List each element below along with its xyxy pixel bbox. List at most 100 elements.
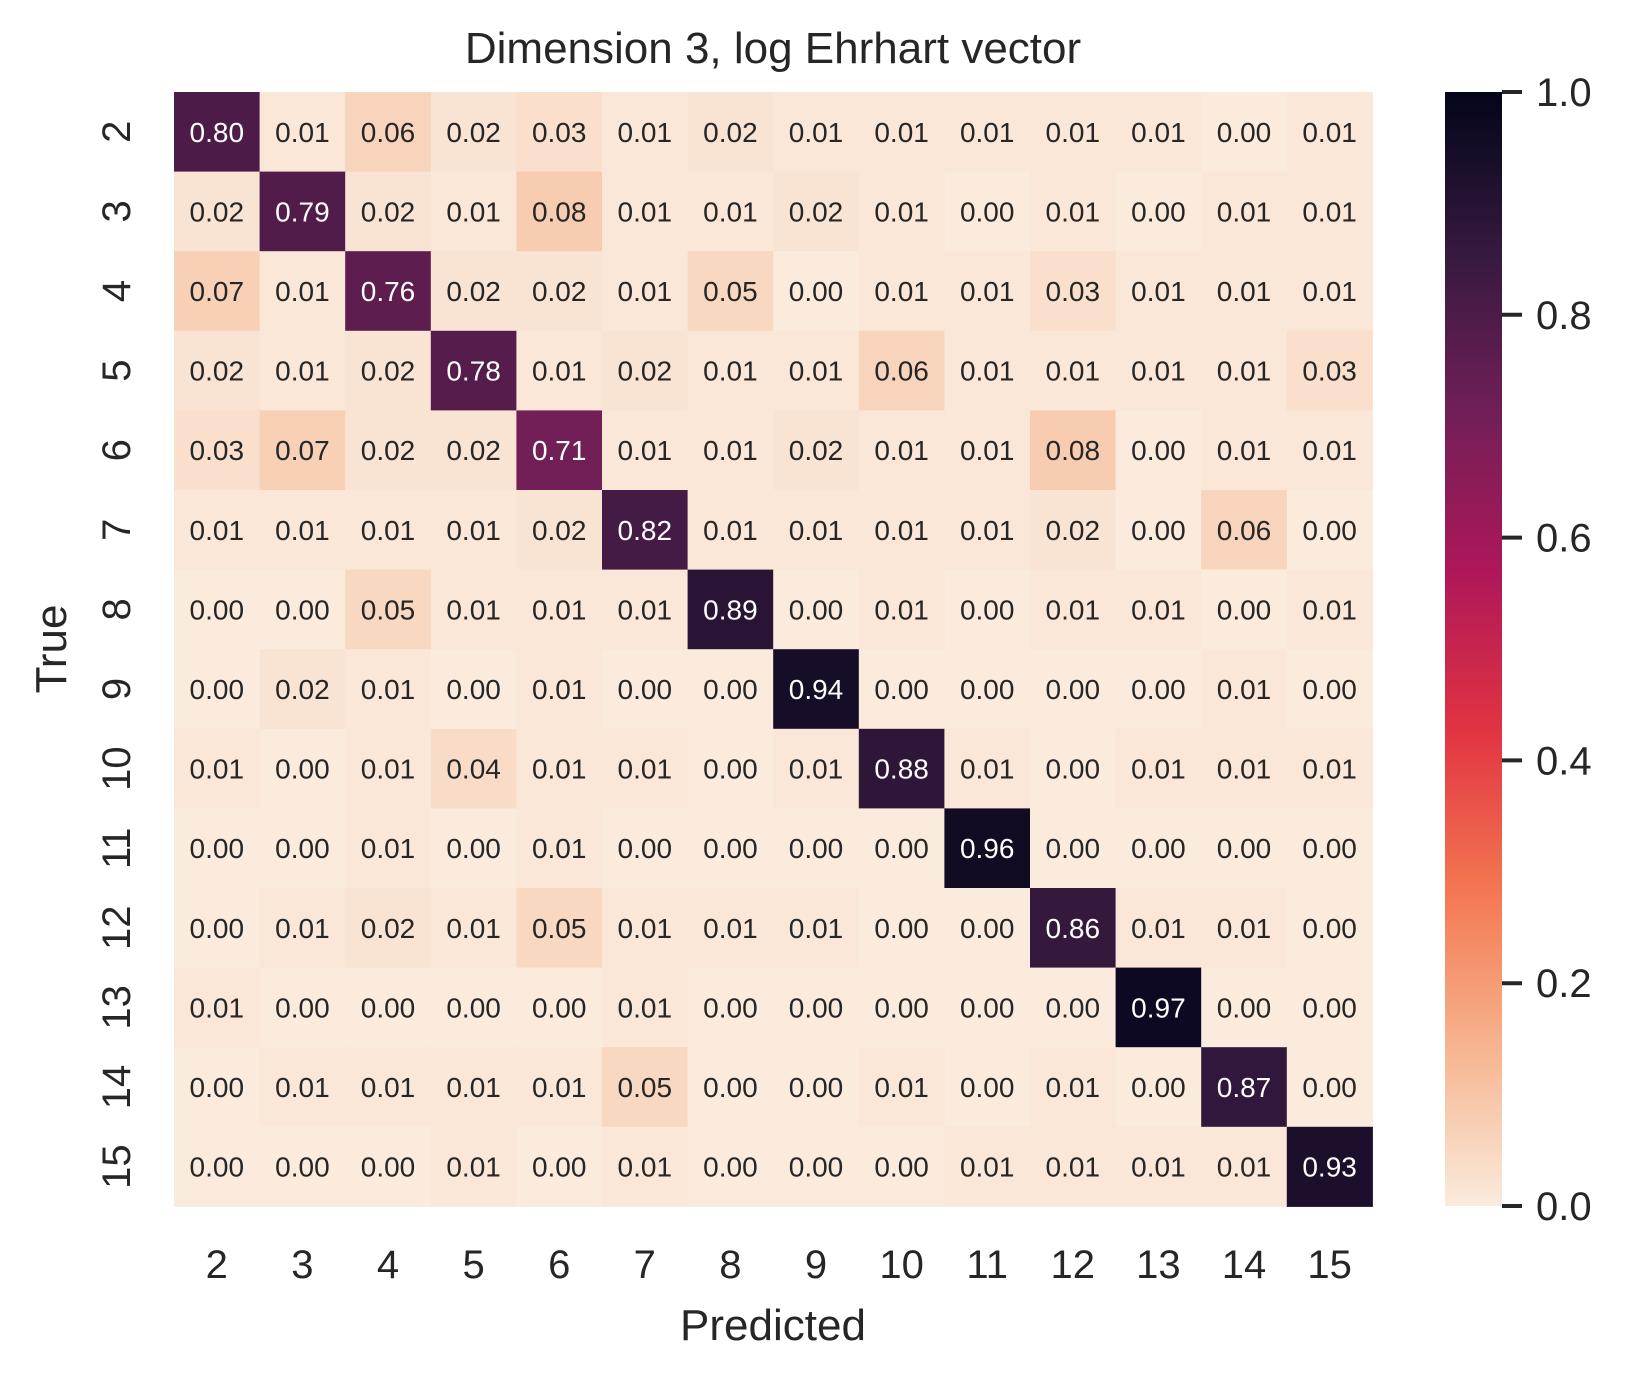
cell-value-label: 0.01 (275, 515, 330, 546)
heatmap-cell (174, 171, 261, 252)
y-tick-label: 13 (95, 985, 139, 1030)
cell-value-label: 0.00 (789, 276, 844, 307)
cell-value-label: 0.01 (618, 913, 673, 944)
cell-value-label: 0.02 (361, 196, 416, 227)
cell-value-label: 0.01 (703, 913, 758, 944)
heatmap-cell (687, 967, 774, 1048)
cell-value-label: 0.01 (1046, 594, 1101, 625)
cell-value-label: 0.01 (1131, 754, 1186, 785)
cell-value-label: 0.00 (1131, 674, 1186, 705)
cell-value-label: 0.86 (1046, 913, 1101, 944)
cell-value-label: 0.00 (190, 1072, 245, 1103)
cell-value-label: 0.01 (703, 356, 758, 387)
cell-value-label: 0.01 (1131, 117, 1186, 148)
cell-value-label: 0.03 (532, 117, 587, 148)
heatmap-cell (345, 251, 432, 332)
heatmap-cell (1030, 728, 1117, 809)
heatmap-cell (687, 808, 774, 889)
cell-value-label: 0.78 (446, 356, 501, 387)
cell-value-label: 0.02 (789, 435, 844, 466)
cell-value-label: 0.01 (532, 833, 587, 864)
cell-value-label: 0.01 (1302, 435, 1357, 466)
heatmap-cell (858, 171, 945, 252)
heatmap-cell (259, 967, 346, 1048)
heatmap-cell (1286, 967, 1373, 1048)
cell-value-label: 0.00 (446, 992, 501, 1023)
heatmap-cell (1115, 330, 1202, 411)
heatmap-cell (858, 888, 945, 969)
colorbar-tick-label: 0.0 (1536, 1185, 1592, 1229)
heatmap-cell (687, 171, 774, 252)
cell-value-label: 0.02 (446, 117, 501, 148)
cell-value-label: 0.01 (874, 276, 929, 307)
cell-value-label: 0.93 (1302, 1152, 1357, 1183)
cell-value-label: 0.01 (960, 515, 1015, 546)
cell-value-label: 0.01 (874, 1072, 929, 1103)
heatmap-cell (773, 1047, 860, 1128)
heatmap-cell (1201, 569, 1288, 650)
heatmap-cell (1286, 808, 1373, 889)
heatmap-cell (858, 808, 945, 889)
heatmap-cell (1030, 171, 1117, 252)
heatmap-cell (1286, 171, 1373, 252)
cell-value-label: 0.02 (275, 674, 330, 705)
cell-value-label: 0.88 (874, 754, 929, 785)
cell-value-label: 0.71 (532, 435, 587, 466)
heatmap-cell (858, 967, 945, 1048)
heatmap-cell (687, 1047, 774, 1128)
heatmap-cell (944, 410, 1031, 491)
heatmap-cell (773, 251, 860, 332)
heatmap-cell (687, 251, 774, 332)
heatmap-cell (944, 888, 1031, 969)
cell-value-label: 0.00 (960, 196, 1015, 227)
heatmap-cell (516, 330, 603, 411)
cell-value-label: 0.00 (703, 754, 758, 785)
heatmap-cell (259, 92, 346, 173)
colorbar-tick-label: 0.2 (1536, 962, 1592, 1006)
heatmap-cell (1201, 251, 1288, 332)
heatmap-cell (1115, 569, 1202, 650)
cell-value-label: 0.02 (361, 913, 416, 944)
cell-value-label: 0.01 (1302, 196, 1357, 227)
heatmap-cell (773, 171, 860, 252)
heatmap-cell (1030, 808, 1117, 889)
heatmap-cell (516, 728, 603, 809)
cell-value-label: 0.01 (275, 356, 330, 387)
y-tick-label: 10 (95, 746, 139, 791)
heatmap-cell (687, 569, 774, 650)
cell-value-label: 0.08 (532, 196, 587, 227)
heatmap-cell (602, 1047, 689, 1128)
heatmap-cell (602, 251, 689, 332)
cell-value-label: 0.00 (275, 992, 330, 1023)
heatmap-cell (944, 569, 1031, 650)
y-tick-label: 5 (95, 359, 139, 381)
cell-value-label: 0.97 (1131, 992, 1186, 1023)
cell-value-label: 0.01 (190, 515, 245, 546)
heatmap-cell (430, 967, 517, 1048)
cell-value-label: 0.01 (1217, 196, 1272, 227)
heatmap-cell (773, 569, 860, 650)
y-tick-label: 11 (95, 827, 139, 869)
cell-value-label: 0.00 (960, 1072, 1015, 1103)
cell-value-label: 0.00 (275, 1152, 330, 1183)
cell-value-label: 0.01 (1131, 276, 1186, 307)
heatmap-cell (1286, 1126, 1373, 1207)
heatmap-cell (345, 410, 432, 491)
heatmap-cell (687, 728, 774, 809)
cell-value-label: 0.01 (275, 276, 330, 307)
heatmap-cell (602, 410, 689, 491)
heatmap-cells: 0.80 0.01 0.06 0.02 0.03 0.01 0.02 0.01 0.01 0.01… (174, 92, 1373, 1207)
heatmap-cell (944, 171, 1031, 252)
heatmap-cell (259, 1047, 346, 1128)
heatmap-cell (345, 888, 432, 969)
cell-value-label: 0.02 (361, 435, 416, 466)
x-tick-label: 13 (1136, 1243, 1181, 1287)
heatmap-cell (345, 1047, 432, 1128)
heatmap-cell (174, 1047, 261, 1128)
cell-value-label: 0.01 (703, 515, 758, 546)
cell-value-label: 0.01 (1046, 1072, 1101, 1103)
heatmap-cell (858, 251, 945, 332)
cell-value-label: 0.01 (618, 435, 673, 466)
cell-value-label: 0.00 (1302, 833, 1357, 864)
heatmap-cell (516, 967, 603, 1048)
